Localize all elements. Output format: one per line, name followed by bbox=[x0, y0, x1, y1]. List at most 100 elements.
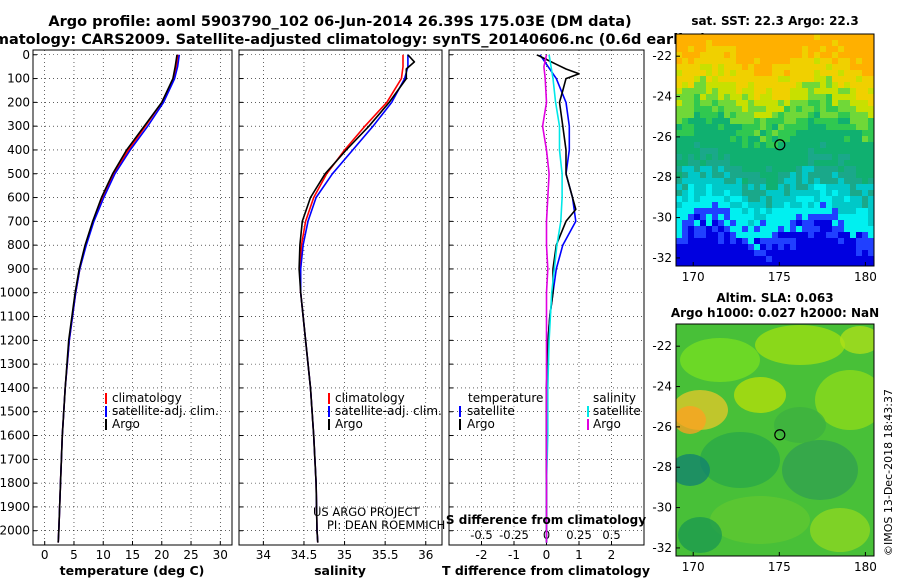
sst-cell bbox=[694, 208, 700, 214]
sst-cell bbox=[736, 118, 742, 124]
sst-cell bbox=[694, 166, 700, 172]
sst-cell bbox=[844, 124, 850, 130]
sst-cell bbox=[772, 226, 778, 232]
sst-cell bbox=[742, 196, 748, 202]
sst-cell bbox=[760, 202, 766, 208]
sst-cell bbox=[814, 136, 820, 142]
sst-cell bbox=[868, 178, 874, 184]
sst-cell bbox=[676, 184, 682, 190]
sst-cell bbox=[790, 256, 796, 262]
sst-cell bbox=[712, 166, 718, 172]
sst-cell bbox=[742, 172, 748, 178]
sst-cell bbox=[742, 232, 748, 238]
sst-cell bbox=[718, 130, 724, 136]
sst-cell bbox=[844, 130, 850, 136]
sst-cell bbox=[784, 262, 790, 266]
sst-cell bbox=[772, 178, 778, 184]
sst-cell bbox=[790, 238, 796, 244]
sst-cell bbox=[850, 88, 856, 94]
sst-cell bbox=[718, 232, 724, 238]
sst-cell bbox=[712, 70, 718, 76]
sst-cell bbox=[862, 154, 868, 160]
sst-cell bbox=[832, 178, 838, 184]
sst-cell bbox=[826, 88, 832, 94]
sst-cell bbox=[862, 166, 868, 172]
sst-cell bbox=[700, 184, 706, 190]
sst-cell bbox=[856, 100, 862, 106]
sst-cell bbox=[694, 82, 700, 88]
sst-cell bbox=[772, 190, 778, 196]
sst-cell bbox=[862, 250, 868, 256]
sst-cell bbox=[682, 46, 688, 52]
sst-cell bbox=[724, 226, 730, 232]
sst-cell bbox=[760, 106, 766, 112]
lat-tick-label: -32 bbox=[652, 541, 672, 555]
sst-cell bbox=[808, 58, 814, 64]
sst-cell bbox=[814, 184, 820, 190]
sst-cell bbox=[748, 232, 754, 238]
sst-cell bbox=[676, 160, 682, 166]
depth-tick-label: 1000 bbox=[0, 286, 30, 300]
sst-cell bbox=[862, 124, 868, 130]
sst-cell bbox=[688, 148, 694, 154]
sst-cell bbox=[832, 76, 838, 82]
sst-cell bbox=[682, 76, 688, 82]
sst-cell bbox=[736, 238, 742, 244]
sst-cell bbox=[718, 64, 724, 70]
s-difference-tick-label: -0.5 bbox=[470, 528, 492, 542]
sst-cell bbox=[808, 130, 814, 136]
sst-cell bbox=[796, 172, 802, 178]
sst-cell bbox=[784, 94, 790, 100]
sst-cell bbox=[772, 34, 778, 40]
sst-cell bbox=[820, 208, 826, 214]
series-line-argo-salinity bbox=[541, 54, 550, 543]
sst-cell bbox=[814, 106, 820, 112]
sst-cell bbox=[844, 172, 850, 178]
sst-cell bbox=[796, 70, 802, 76]
sst-cell bbox=[868, 100, 874, 106]
sst-cell bbox=[694, 196, 700, 202]
sst-cell bbox=[730, 238, 736, 244]
sst-cell bbox=[784, 166, 790, 172]
sst-cell bbox=[694, 262, 700, 266]
sst-cell bbox=[844, 226, 850, 232]
sst-cell bbox=[730, 250, 736, 256]
sst-cell bbox=[712, 172, 718, 178]
sst-cell bbox=[796, 106, 802, 112]
sst-cell bbox=[742, 106, 748, 112]
sst-cell bbox=[736, 160, 742, 166]
sst-cell bbox=[730, 130, 736, 136]
sst-cell bbox=[754, 244, 760, 250]
sst-cell bbox=[850, 100, 856, 106]
sst-cell bbox=[832, 172, 838, 178]
sst-cell bbox=[682, 82, 688, 88]
sst-cell bbox=[736, 184, 742, 190]
sst-cell bbox=[718, 244, 724, 250]
sst-cell bbox=[826, 124, 832, 130]
s-difference-label: S difference from climatology bbox=[446, 513, 646, 527]
sst-cell bbox=[754, 178, 760, 184]
sla-anomaly-blob bbox=[680, 338, 760, 382]
sst-cell bbox=[838, 208, 844, 214]
sst-cell bbox=[874, 250, 880, 256]
sst-cell bbox=[760, 226, 766, 232]
sst-cell bbox=[688, 52, 694, 58]
sst-cell bbox=[808, 142, 814, 148]
sst-cell bbox=[862, 76, 868, 82]
sst-cell bbox=[820, 154, 826, 160]
sst-cell bbox=[676, 88, 682, 94]
sst-cell bbox=[802, 40, 808, 46]
sst-cell bbox=[826, 94, 832, 100]
sst-cell bbox=[844, 142, 850, 148]
sst-cell bbox=[772, 220, 778, 226]
sst-cell bbox=[700, 208, 706, 214]
sst-cell bbox=[802, 82, 808, 88]
sst-cell bbox=[742, 190, 748, 196]
sst-cell bbox=[802, 196, 808, 202]
sst-cell bbox=[874, 238, 880, 244]
sst-cell bbox=[826, 226, 832, 232]
sst-cell bbox=[796, 52, 802, 58]
sst-cell bbox=[826, 82, 832, 88]
series-line-satellite-salinity bbox=[545, 54, 563, 543]
sst-cell bbox=[808, 46, 814, 52]
